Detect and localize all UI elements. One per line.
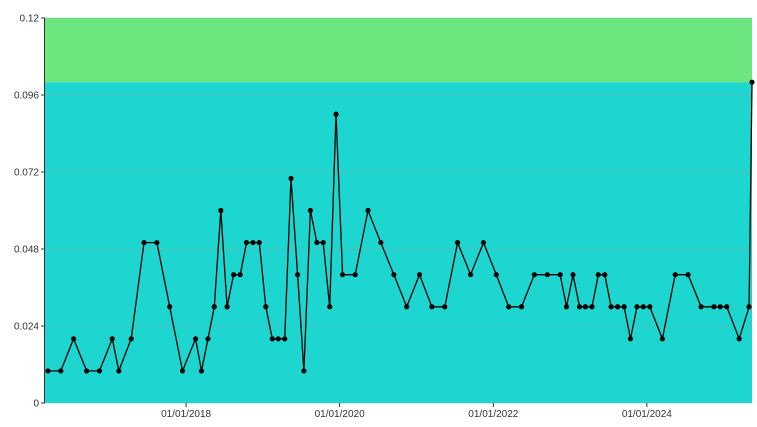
data-point-9 <box>154 239 160 246</box>
data-point-12 <box>192 336 199 342</box>
data-point-15 <box>211 304 217 310</box>
value-bands <box>45 18 752 404</box>
data-point-74 <box>736 336 742 342</box>
data-point-76 <box>749 79 755 85</box>
data-point-69 <box>685 272 691 278</box>
x-tick-label-2: 01/01/2022 <box>468 409 518 420</box>
data-point-36 <box>352 272 358 278</box>
data-point-13 <box>198 368 205 374</box>
data-point-31 <box>314 239 320 246</box>
data-point-55 <box>576 304 583 310</box>
data-point-17 <box>224 304 230 310</box>
data-point-65 <box>640 304 646 310</box>
data-point-50 <box>531 272 537 278</box>
data-point-0 <box>45 368 51 374</box>
data-point-47 <box>493 272 499 278</box>
data-point-66 <box>647 304 653 310</box>
data-point-21 <box>250 239 256 246</box>
data-point-42 <box>429 304 435 310</box>
data-point-25 <box>275 336 281 342</box>
data-point-10 <box>167 304 173 310</box>
data-point-22 <box>256 239 262 246</box>
data-point-58 <box>595 272 601 278</box>
data-point-35 <box>339 272 346 278</box>
data-point-67 <box>659 336 666 342</box>
data-point-3 <box>84 368 90 374</box>
data-point-62 <box>621 304 627 310</box>
data-point-61 <box>615 304 621 310</box>
data-point-33 <box>327 304 333 310</box>
data-point-68 <box>672 272 678 278</box>
data-point-37 <box>365 207 371 214</box>
data-point-6 <box>116 368 122 374</box>
data-point-44 <box>454 239 461 246</box>
data-point-16 <box>218 207 224 214</box>
y-tick-label-5: 0.12 <box>20 14 40 25</box>
data-point-32 <box>320 239 326 246</box>
data-point-43 <box>442 304 448 310</box>
band-0 <box>45 82 752 404</box>
data-point-8 <box>141 239 147 246</box>
data-point-59 <box>602 272 608 278</box>
x-tick-label-1: 01/01/2020 <box>315 409 365 420</box>
data-point-23 <box>263 304 269 310</box>
data-point-41 <box>416 272 423 278</box>
data-point-4 <box>96 368 103 374</box>
data-point-34 <box>333 111 339 117</box>
y-tick-label-3: 0.072 <box>14 168 39 179</box>
y-axis-tick-labels: 0 0.024 0.048 0.072 0.096 0.12 <box>14 14 45 410</box>
data-point-75 <box>746 304 752 310</box>
y-tick-label-0: 0 <box>33 399 39 410</box>
data-point-71 <box>711 304 717 310</box>
data-point-51 <box>544 272 550 278</box>
data-point-7 <box>128 336 134 342</box>
data-point-54 <box>570 272 576 278</box>
x-axis-tick-labels: 01/01/2018 01/01/2020 01/01/2022 01/01/2024 <box>161 403 672 420</box>
data-point-60 <box>608 304 614 310</box>
data-point-40 <box>404 304 410 310</box>
data-point-20 <box>243 239 250 246</box>
x-tick-label-3: 01/01/2024 <box>622 409 672 420</box>
data-point-46 <box>480 239 487 246</box>
y-tick-label-1: 0.024 <box>14 322 39 333</box>
band-1 <box>45 18 752 83</box>
data-point-39 <box>391 272 397 278</box>
data-point-72 <box>717 304 723 310</box>
y-tick-label-2: 0.048 <box>14 245 39 256</box>
data-point-27 <box>288 175 294 182</box>
data-point-30 <box>307 207 313 214</box>
data-point-28 <box>294 272 301 278</box>
data-point-38 <box>378 239 384 246</box>
data-point-70 <box>698 304 704 310</box>
data-point-53 <box>563 304 570 310</box>
data-point-5 <box>109 336 115 342</box>
data-point-29 <box>301 368 307 374</box>
horizontal-gridlines <box>45 17 752 404</box>
data-point-14 <box>205 336 211 342</box>
data-point-64 <box>634 304 640 310</box>
data-point-45 <box>468 272 474 278</box>
data-point-52 <box>557 272 563 278</box>
data-point-18 <box>231 272 237 278</box>
data-points <box>45 79 755 374</box>
data-point-24 <box>269 336 275 342</box>
data-point-19 <box>237 272 243 278</box>
data-point-73 <box>724 304 730 310</box>
data-point-48 <box>506 304 512 310</box>
data-point-56 <box>582 304 589 310</box>
y-tick-label-4: 0.096 <box>14 91 39 102</box>
data-point-2 <box>70 336 77 342</box>
data-point-1 <box>58 368 64 374</box>
data-point-49 <box>518 304 525 310</box>
data-point-63 <box>627 336 634 342</box>
data-point-26 <box>282 336 288 342</box>
data-point-11 <box>179 368 186 374</box>
data-point-57 <box>589 304 595 310</box>
x-tick-label-0: 01/01/2018 <box>161 409 211 420</box>
